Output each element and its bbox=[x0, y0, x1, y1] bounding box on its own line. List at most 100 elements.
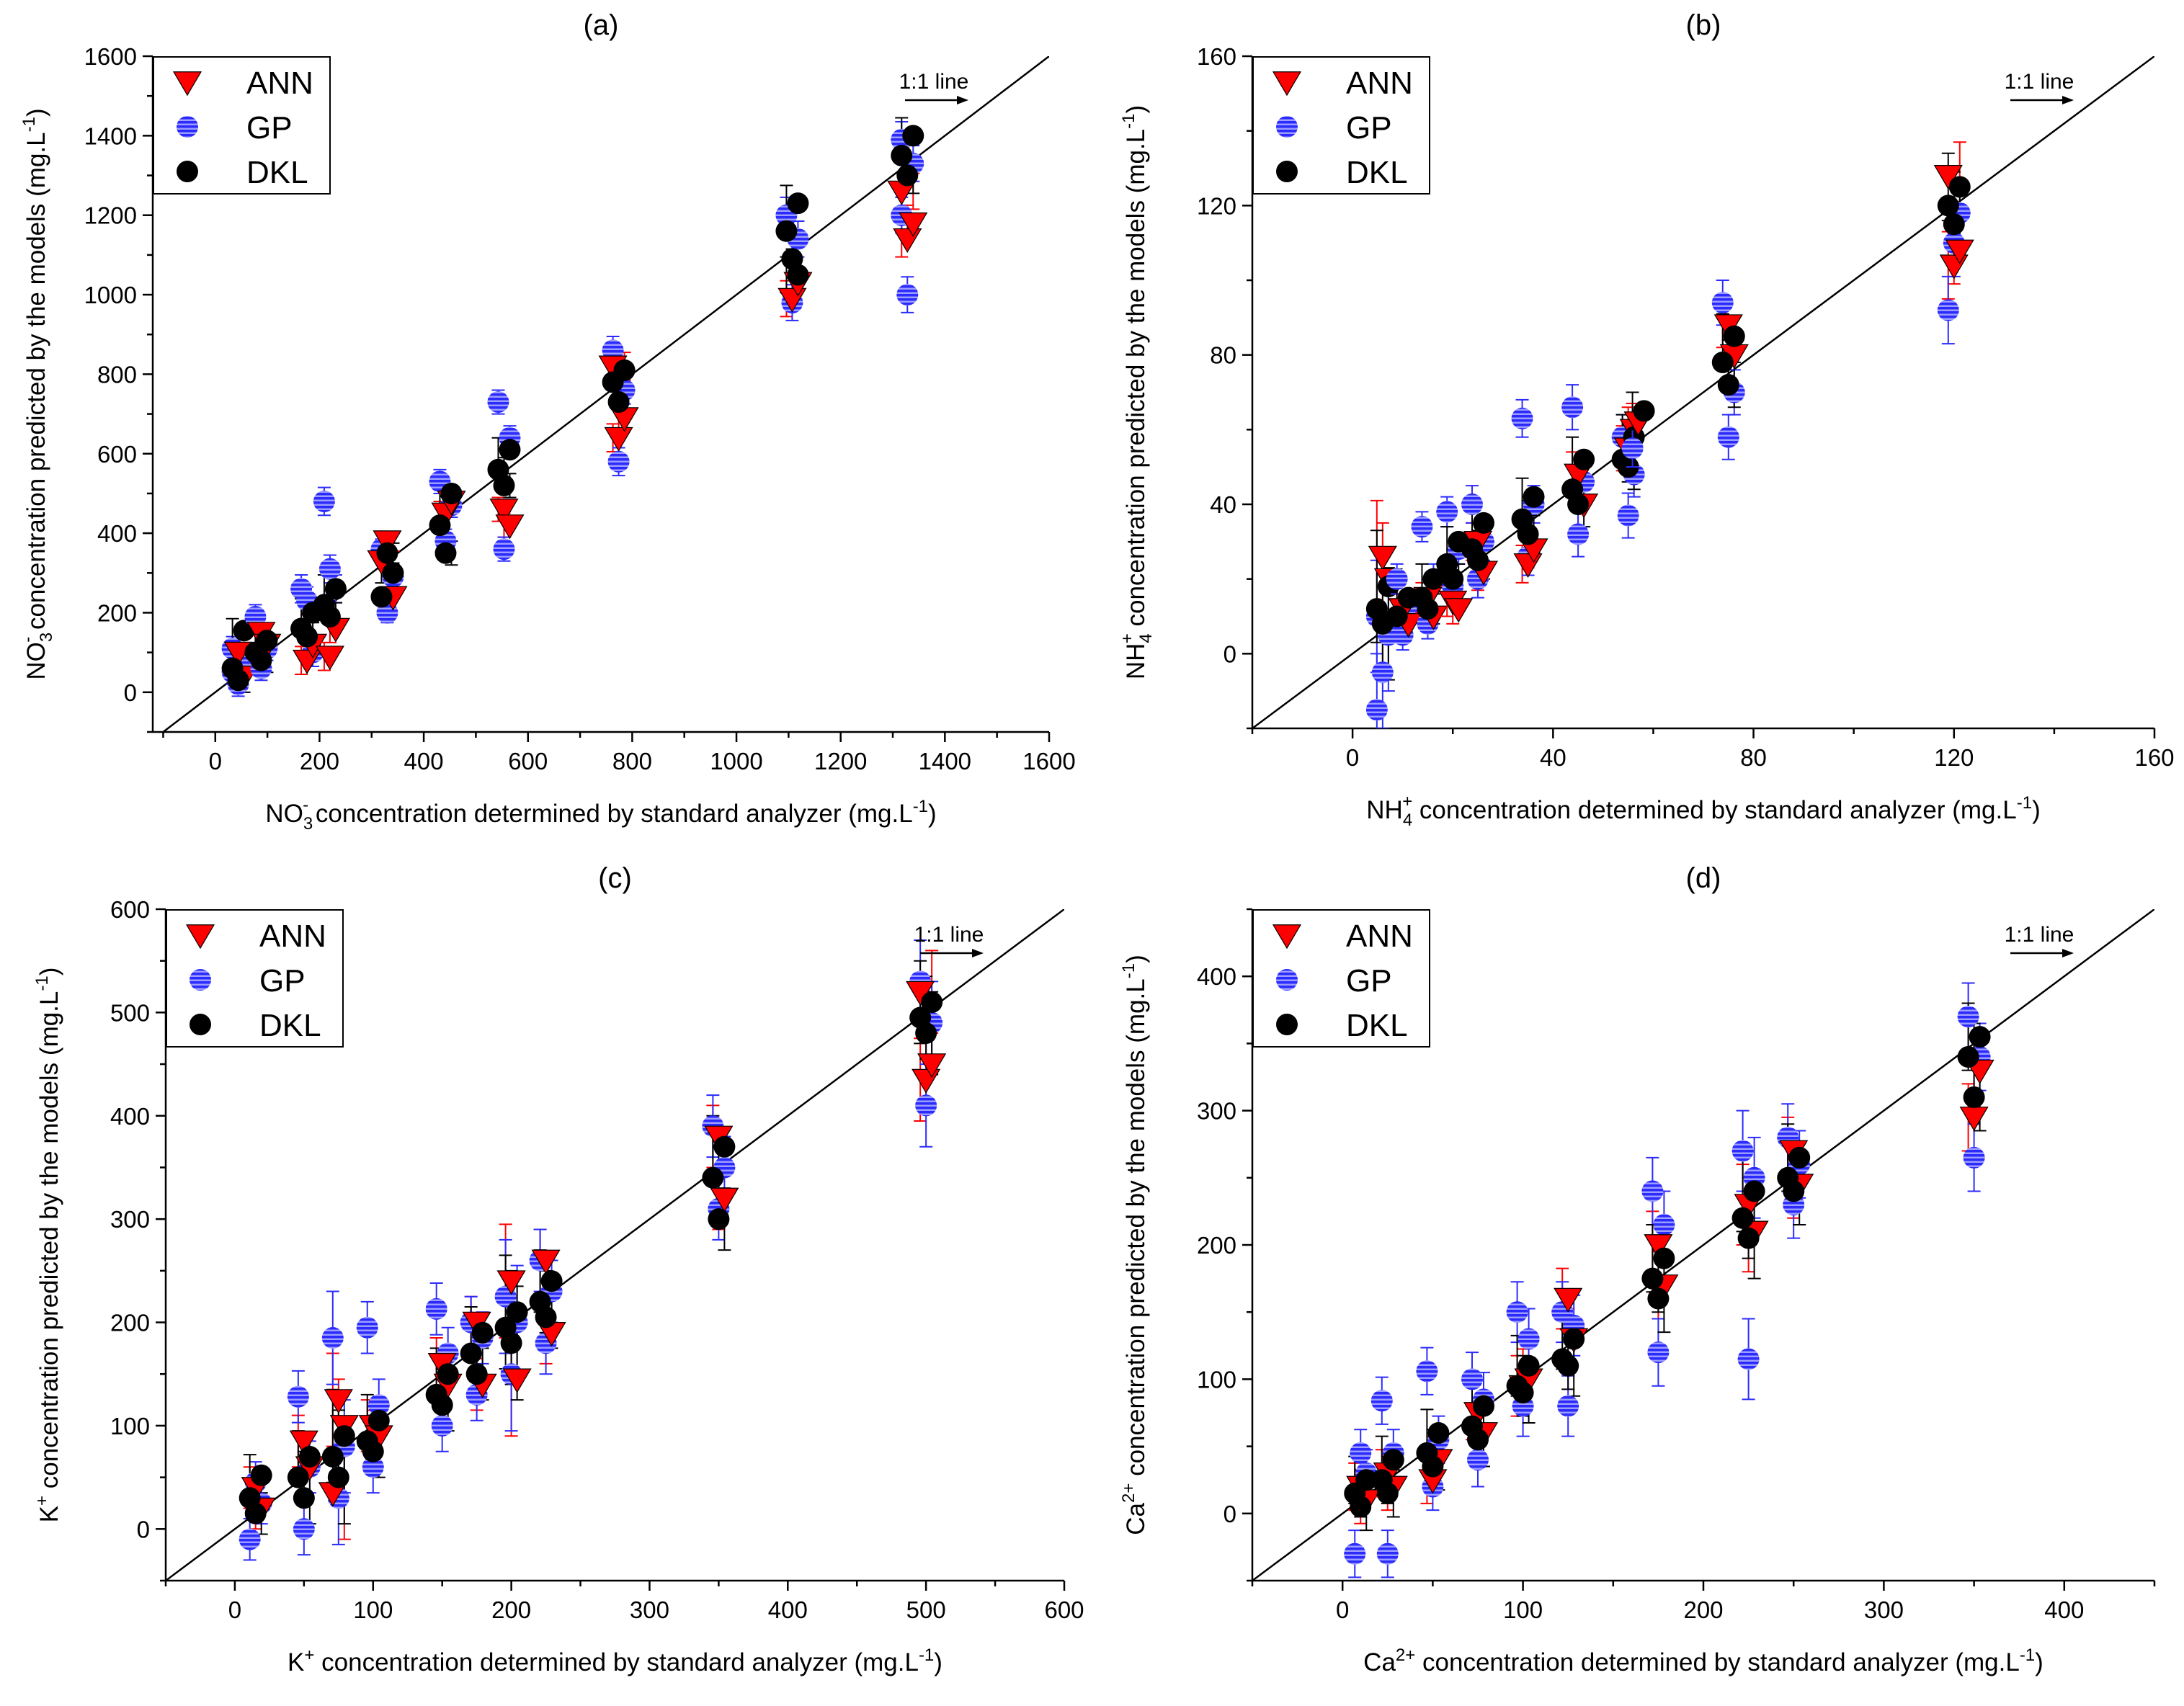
y-tick-label: 0 bbox=[1224, 1501, 1236, 1527]
one-to-one-arrow-head bbox=[2062, 96, 2074, 104]
dkl-point bbox=[602, 371, 624, 393]
legend-gp-label: GP bbox=[246, 110, 293, 146]
dkl-point bbox=[1573, 448, 1595, 470]
legend-ann-marker bbox=[1272, 71, 1302, 97]
gp-point bbox=[607, 450, 630, 473]
legend-ann-label: ANN bbox=[1346, 66, 1413, 101]
gp-point bbox=[1561, 396, 1584, 419]
x-tick-label: 200 bbox=[1683, 1596, 1723, 1623]
x-axis-label-base: NO bbox=[265, 800, 303, 828]
y-tick-label: 300 bbox=[110, 1206, 150, 1233]
y-axis-label-rest-sup: -1 bbox=[32, 975, 52, 991]
dkl-point bbox=[1711, 352, 1734, 374]
dkl-point bbox=[440, 482, 463, 504]
y-axis-label-close: ) bbox=[1122, 105, 1150, 114]
dkl-point bbox=[431, 1394, 453, 1416]
ann-point bbox=[324, 1389, 353, 1414]
data-cluster bbox=[425, 1282, 463, 1452]
gp-point bbox=[1517, 1328, 1540, 1350]
dkl-point bbox=[1517, 523, 1539, 545]
data-cluster bbox=[1933, 141, 1974, 345]
dkl-point bbox=[437, 1363, 459, 1385]
legend: ANN GP DKL bbox=[166, 909, 344, 1048]
legend-gp-label: GP bbox=[259, 963, 306, 999]
dkl-point bbox=[1382, 1449, 1404, 1471]
dkl-point bbox=[1943, 213, 1965, 236]
y-axis-label: K+ concentration predicted by the models… bbox=[32, 968, 63, 1523]
x-tick-label: 300 bbox=[630, 1596, 669, 1623]
dkl-point bbox=[1557, 1354, 1579, 1377]
y-tick-label: 0 bbox=[137, 1516, 150, 1542]
data-cluster bbox=[221, 617, 259, 697]
data-cluster bbox=[487, 389, 525, 562]
y-tick-label: 1400 bbox=[84, 122, 137, 149]
legend-gp-marker bbox=[1276, 969, 1298, 991]
y-tick-label: 600 bbox=[110, 896, 150, 923]
x-axis-label-base: NH bbox=[1366, 796, 1403, 824]
data-cluster bbox=[1461, 485, 1499, 599]
x-axis-label-base: Ca bbox=[1363, 1648, 1396, 1676]
y-axis-label-sup: + bbox=[32, 1496, 52, 1506]
dkl-point bbox=[1563, 1328, 1585, 1350]
dkl-point bbox=[244, 1502, 267, 1524]
data-cluster bbox=[494, 1223, 532, 1437]
dkl-point bbox=[1427, 1421, 1450, 1444]
x-axis-label-close: ) bbox=[934, 1648, 942, 1676]
legend-dkl-label: DKL bbox=[246, 155, 308, 190]
x-axis-label: NH4+ concentration determined by standar… bbox=[1366, 792, 2040, 830]
dkl-point bbox=[434, 542, 457, 564]
x-tick-label: 200 bbox=[300, 748, 339, 774]
data-cluster bbox=[1551, 1267, 1589, 1437]
dkl-point bbox=[1467, 549, 1489, 571]
legend-dkl-label: DKL bbox=[1346, 1008, 1408, 1043]
legend-dkl-marker bbox=[1276, 161, 1298, 182]
y-tick-label: 80 bbox=[1210, 342, 1236, 369]
dkl-point bbox=[1969, 1026, 1991, 1048]
y-tick-label: 400 bbox=[97, 520, 137, 547]
dkl-point bbox=[896, 164, 919, 187]
ann-point bbox=[1945, 239, 1974, 264]
gp-point bbox=[362, 1456, 384, 1478]
gp-point bbox=[1511, 407, 1533, 429]
y-axis-label-close: ) bbox=[22, 108, 50, 117]
dkl-point bbox=[250, 1464, 272, 1486]
y-tick-label: 160 bbox=[1197, 43, 1236, 70]
dkl-point bbox=[1788, 1146, 1811, 1169]
ann-point bbox=[710, 1187, 739, 1212]
data-cluster bbox=[1506, 1281, 1543, 1437]
data-cluster bbox=[906, 939, 947, 1148]
dkl-point bbox=[1350, 1496, 1372, 1518]
x-tick-label: 400 bbox=[404, 748, 444, 774]
dkl-point bbox=[382, 562, 404, 584]
gp-point bbox=[493, 538, 515, 561]
x-tick-label: 600 bbox=[1044, 1596, 1084, 1623]
data-cluster bbox=[460, 1295, 497, 1421]
dkl-point bbox=[324, 578, 347, 600]
gp-point bbox=[321, 1327, 344, 1349]
dkl-point bbox=[787, 264, 809, 286]
ann-point bbox=[1513, 553, 1543, 579]
gp-point bbox=[1386, 568, 1408, 590]
legend-gp-marker bbox=[190, 969, 211, 991]
gp-point bbox=[1461, 1368, 1483, 1390]
ann-point bbox=[1554, 1287, 1583, 1313]
x-tick-label: 1000 bbox=[710, 748, 762, 774]
dkl-point bbox=[1743, 1180, 1765, 1202]
gp-point bbox=[1653, 1214, 1675, 1236]
y-axis-label-rest-sup: -1 bbox=[1119, 113, 1138, 128]
data-cluster bbox=[1461, 1352, 1499, 1488]
y-axis-label-close: ) bbox=[1122, 955, 1150, 963]
x-axis-label-rest-sup: -1 bbox=[913, 797, 928, 816]
x-tick-label: 300 bbox=[1864, 1596, 1904, 1623]
x-tick-label: 0 bbox=[209, 748, 222, 774]
y-axis-label-rest: concentration predicted by the models (m… bbox=[35, 991, 63, 1496]
dkl-point bbox=[321, 1445, 344, 1468]
gp-point bbox=[1461, 494, 1483, 515]
dkl-point bbox=[1737, 1227, 1760, 1249]
data-cluster bbox=[1621, 391, 1655, 468]
legend-ann-marker bbox=[185, 924, 215, 950]
ann-point bbox=[1939, 254, 1969, 280]
dkl-point bbox=[1957, 1046, 1979, 1068]
dkl-point bbox=[1473, 512, 1494, 534]
